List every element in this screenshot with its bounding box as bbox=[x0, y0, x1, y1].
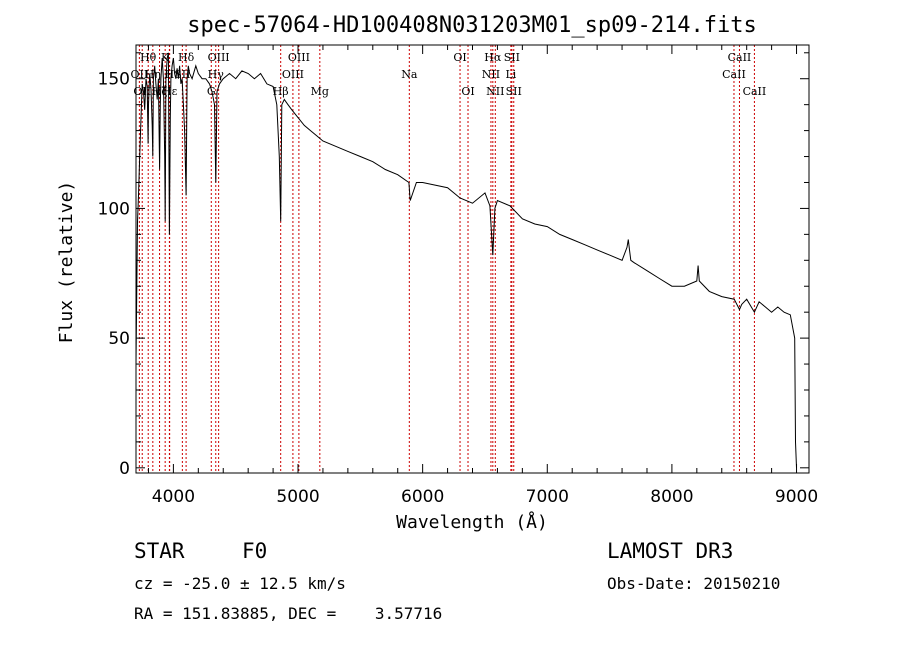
line-marker-label: Hδ bbox=[178, 51, 195, 64]
line-marker-label: CaII bbox=[722, 68, 746, 81]
line-marker-label: NII bbox=[486, 85, 504, 98]
y-tick-label: 150 bbox=[98, 70, 130, 90]
y-tick-label: 0 bbox=[119, 459, 130, 479]
line-marker-labels: OIIOIIHθHηHζKHHεHδSIIGHγOIIIHβOIIIOIIIMg… bbox=[131, 51, 767, 98]
line-marker-label: SII bbox=[504, 51, 520, 64]
line-marker-label: Mg bbox=[311, 85, 329, 98]
line-marker-label: H bbox=[165, 68, 175, 81]
line-marker-label: OI bbox=[461, 85, 474, 98]
survey-name: LAMOST DR3 bbox=[607, 539, 734, 563]
line-marker-label: Li bbox=[505, 68, 516, 81]
x-axis-label: Wavelength (Å) bbox=[396, 511, 548, 533]
y-axis-ticks: 0 50 100 150 bbox=[98, 52, 809, 479]
redshift-text: cz = -25.0 ± 12.5 km/s bbox=[134, 574, 346, 593]
line-marker-label: Hβ bbox=[273, 85, 289, 98]
line-marker-label: CaII bbox=[743, 85, 767, 98]
line-marker-label: OI bbox=[453, 51, 466, 64]
line-marker-label: SII bbox=[506, 85, 522, 98]
object-class: STAR bbox=[134, 539, 185, 563]
line-marker-label: K bbox=[161, 51, 170, 64]
line-marker-label: CaII bbox=[728, 51, 752, 64]
x-tick-label: 8000 bbox=[650, 487, 693, 507]
spectrum-line bbox=[135, 52, 797, 468]
x-tick-label: 5000 bbox=[276, 487, 319, 507]
line-markers bbox=[138, 45, 755, 473]
y-tick-label: 50 bbox=[108, 329, 130, 349]
line-marker-label: NII bbox=[482, 68, 500, 81]
subclass: F0 bbox=[242, 539, 268, 563]
x-tick-label: 7000 bbox=[526, 487, 569, 507]
line-marker-label: Hθ bbox=[140, 51, 157, 64]
obs-date: Obs-Date: 20150210 bbox=[607, 574, 781, 593]
line-marker-label: G bbox=[207, 85, 216, 98]
y-axis-label: Flux (relative) bbox=[56, 181, 77, 344]
line-marker-label: Hα bbox=[484, 51, 502, 64]
x-tick-label: 6000 bbox=[401, 487, 444, 507]
chart-title: spec-57064-HD100408N031203M01_sp09-214.f… bbox=[187, 13, 757, 38]
x-tick-label: 4000 bbox=[152, 487, 195, 507]
line-marker-label: OIII bbox=[282, 68, 304, 81]
line-marker-label: Hη bbox=[145, 68, 161, 81]
line-marker-label: Na bbox=[401, 68, 418, 81]
x-axis-ticks: 4000 5000 6000 7000 8000 9000 bbox=[147, 45, 818, 507]
line-marker-label: OII bbox=[131, 68, 149, 81]
line-marker-label: OIII bbox=[208, 51, 230, 64]
y-tick-label: 100 bbox=[98, 199, 130, 219]
coordinates-text: RA = 151.83885, DEC = 3.57716 bbox=[134, 604, 443, 623]
plot-frame bbox=[135, 44, 810, 474]
line-marker-label: Hγ bbox=[208, 68, 225, 81]
line-marker-label: OIII bbox=[288, 51, 310, 64]
line-marker-label: Hε bbox=[162, 85, 178, 98]
x-tick-label: 9000 bbox=[775, 487, 818, 507]
